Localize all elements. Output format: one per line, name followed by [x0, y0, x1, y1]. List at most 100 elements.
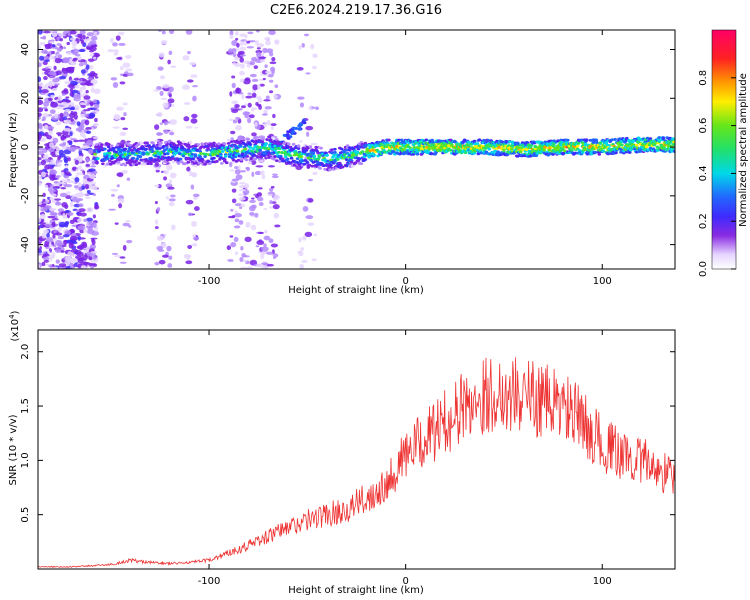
heatmap-cell — [234, 203, 243, 207]
heatmap-cell — [113, 254, 122, 258]
heatmap-cell — [93, 88, 101, 95]
heatmap-cell — [167, 59, 171, 65]
heatmap-cell — [268, 79, 274, 83]
heatmap-cell — [238, 184, 246, 189]
heatmap-cell — [171, 224, 176, 231]
heatmap-cell — [101, 162, 105, 166]
heatmap-cell — [154, 124, 160, 130]
heatmap-cell — [65, 145, 69, 148]
heatmap-cell — [77, 139, 85, 142]
heatmap-cell — [336, 158, 340, 161]
heatmap-cell — [134, 163, 139, 167]
heatmap-cell — [302, 162, 307, 166]
heatmap-cell — [238, 220, 244, 225]
heatmap-cell — [303, 33, 310, 37]
heatmap-cell — [204, 152, 208, 156]
heatmap-cell — [38, 175, 43, 180]
heatmap-cell — [92, 136, 99, 140]
heatmap-cell — [49, 109, 56, 115]
heatmap-cell — [298, 45, 302, 50]
heatmap-cell — [125, 68, 133, 72]
heatmap-cell — [265, 138, 269, 141]
heatmap-cell — [245, 95, 253, 99]
heatmap-cell — [155, 167, 161, 171]
heatmap-cell — [430, 138, 434, 142]
heatmap-cell — [44, 124, 49, 130]
heatmap-cell — [64, 108, 71, 112]
heatmap-cell — [265, 95, 270, 100]
heatmap-cell — [62, 141, 67, 146]
heatmap-cell — [355, 150, 360, 154]
heatmap-cell — [508, 140, 512, 144]
heatmap-cell — [593, 150, 598, 154]
heatmap-cell — [91, 239, 96, 246]
heatmap-cell — [307, 222, 315, 226]
heatmap-cell — [475, 142, 480, 145]
spectrogram-ylabel: Frequency (Hz) — [8, 112, 19, 188]
heatmap-cell — [226, 245, 232, 251]
heatmap-cell — [259, 83, 265, 87]
heatmap-cell — [50, 159, 55, 163]
heatmap-cell — [56, 47, 63, 52]
heatmap-cell — [41, 89, 49, 94]
heatmap-cell — [153, 89, 160, 92]
heatmap-cell — [81, 78, 88, 82]
heatmap-cell — [302, 235, 307, 241]
heatmap-cell — [80, 169, 84, 172]
heatmap-cell — [121, 155, 126, 159]
heatmap-cell — [183, 116, 190, 122]
heatmap-cell — [255, 245, 260, 248]
heatmap-cell — [579, 138, 584, 142]
heatmap-cell — [330, 148, 334, 152]
spectrogram-xtick-label: 0 — [402, 276, 408, 287]
figure-title: C2E6.2024.219.17.36.G16 — [270, 3, 442, 18]
heatmap-cell — [144, 159, 148, 163]
heatmap-cell — [48, 71, 57, 76]
colorbar-tick-label: 0.4 — [698, 165, 709, 181]
heatmap-cell — [47, 187, 53, 192]
heatmap-cell — [38, 112, 42, 117]
heatmap-cell — [178, 157, 183, 161]
heatmap-cell — [239, 108, 243, 111]
heatmap-cell — [270, 126, 274, 130]
heatmap-cell — [279, 142, 283, 146]
heatmap-cell — [74, 177, 80, 183]
heatmap-cell — [85, 157, 90, 163]
heatmap-cell — [168, 86, 174, 93]
heatmap-cell — [198, 155, 202, 158]
heatmap-cell — [46, 232, 50, 238]
heatmap-cell — [137, 161, 142, 165]
heatmap-cell — [60, 182, 67, 185]
heatmap-cell — [73, 77, 80, 81]
heatmap-cell — [67, 66, 75, 73]
heatmap-cell — [229, 140, 234, 144]
heatmap-cell — [79, 113, 85, 118]
heatmap-cell — [61, 93, 66, 96]
heatmap-cell — [81, 241, 87, 247]
heatmap-cell — [347, 153, 352, 157]
heatmap-cell — [118, 31, 125, 36]
heatmap-cell — [231, 48, 237, 53]
colorbar-tick-label: 0.8 — [698, 70, 709, 86]
heatmap-cell — [267, 165, 275, 168]
heatmap-cell — [601, 149, 606, 153]
heatmap-cell — [239, 170, 247, 173]
heatmap-cell — [192, 85, 198, 88]
heatmap-cell — [44, 43, 51, 48]
heatmap-cell — [330, 151, 334, 155]
heatmap-cell — [237, 50, 245, 56]
heatmap-cell — [239, 33, 247, 37]
heatmap-cell — [587, 149, 592, 152]
heatmap-cell — [119, 66, 124, 71]
heatmap-cell — [583, 143, 588, 147]
heatmap-cell — [38, 116, 41, 120]
heatmap-cell — [360, 150, 365, 154]
heatmap-cell — [116, 184, 120, 188]
heatmap-cell — [139, 141, 144, 145]
heatmap-cell — [196, 143, 201, 146]
heatmap-cell — [74, 192, 83, 198]
heatmap-cell — [187, 51, 191, 55]
heatmap-cell — [78, 147, 84, 151]
heatmap-cell — [88, 168, 96, 172]
heatmap-cell — [168, 30, 175, 35]
